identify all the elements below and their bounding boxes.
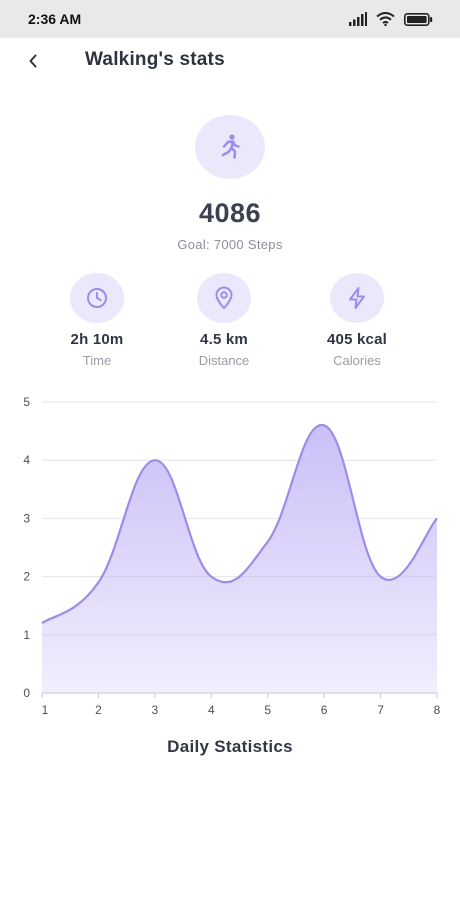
y-tick-label: 1 xyxy=(23,628,30,642)
y-tick-label: 0 xyxy=(23,686,30,700)
x-tick-label: 8 xyxy=(434,703,441,717)
wifi-icon xyxy=(376,12,395,26)
chart-title: Daily Statistics xyxy=(167,737,293,756)
battery-icon xyxy=(404,12,433,26)
status-time: 2:36 AM xyxy=(28,11,82,27)
chevron-left-icon xyxy=(29,54,37,68)
page-title: Walking's stats xyxy=(85,49,225,70)
back-button[interactable] xyxy=(20,48,46,74)
x-tick-label: 7 xyxy=(377,703,384,717)
x-tick-label: 5 xyxy=(264,703,271,717)
series-line xyxy=(41,424,438,625)
x-tick-label: 6 xyxy=(321,703,328,717)
stat-distance: 4.5 km Distance xyxy=(169,273,279,368)
stat-calories-label: Calories xyxy=(333,353,381,368)
clock-icon xyxy=(87,288,107,308)
stat-time: 2h 10m Time xyxy=(42,273,152,368)
signal-icon xyxy=(349,12,367,26)
stat-calories: 405 kcal Calories xyxy=(302,273,412,368)
stat-distance-label: Distance xyxy=(198,353,250,368)
x-tick-label: 1 xyxy=(42,703,49,717)
x-tick-label: 3 xyxy=(152,703,159,717)
y-tick-label: 5 xyxy=(23,395,30,409)
goal-text: Goal: 7000 Steps xyxy=(177,237,283,252)
stat-calories-value: 405 kcal xyxy=(327,331,387,348)
stat-time-label: Time xyxy=(82,353,112,368)
step-count: 4086 xyxy=(198,198,262,228)
stat-distance-value: 4.5 km xyxy=(200,331,248,348)
walking-icon-badge xyxy=(195,115,265,179)
y-tick-label: 3 xyxy=(23,511,30,525)
y-tick-label: 2 xyxy=(23,570,30,584)
stat-time-value: 2h 10m xyxy=(70,331,124,348)
walking-person-icon xyxy=(221,134,240,159)
y-tick-label: 4 xyxy=(23,453,30,467)
status-icons xyxy=(349,11,433,27)
x-tick-label: 2 xyxy=(95,703,102,717)
stat-distance-icon-badge xyxy=(197,273,251,323)
stat-time-icon-badge xyxy=(70,273,124,323)
series-area xyxy=(42,424,437,693)
location-pin-icon xyxy=(215,286,233,309)
x-tick-label: 4 xyxy=(208,703,215,717)
lightning-icon xyxy=(349,287,365,309)
stat-calories-icon-badge xyxy=(330,273,384,323)
status-bar: 2:36 AM xyxy=(0,0,460,38)
header: Walking's stats xyxy=(0,38,460,84)
